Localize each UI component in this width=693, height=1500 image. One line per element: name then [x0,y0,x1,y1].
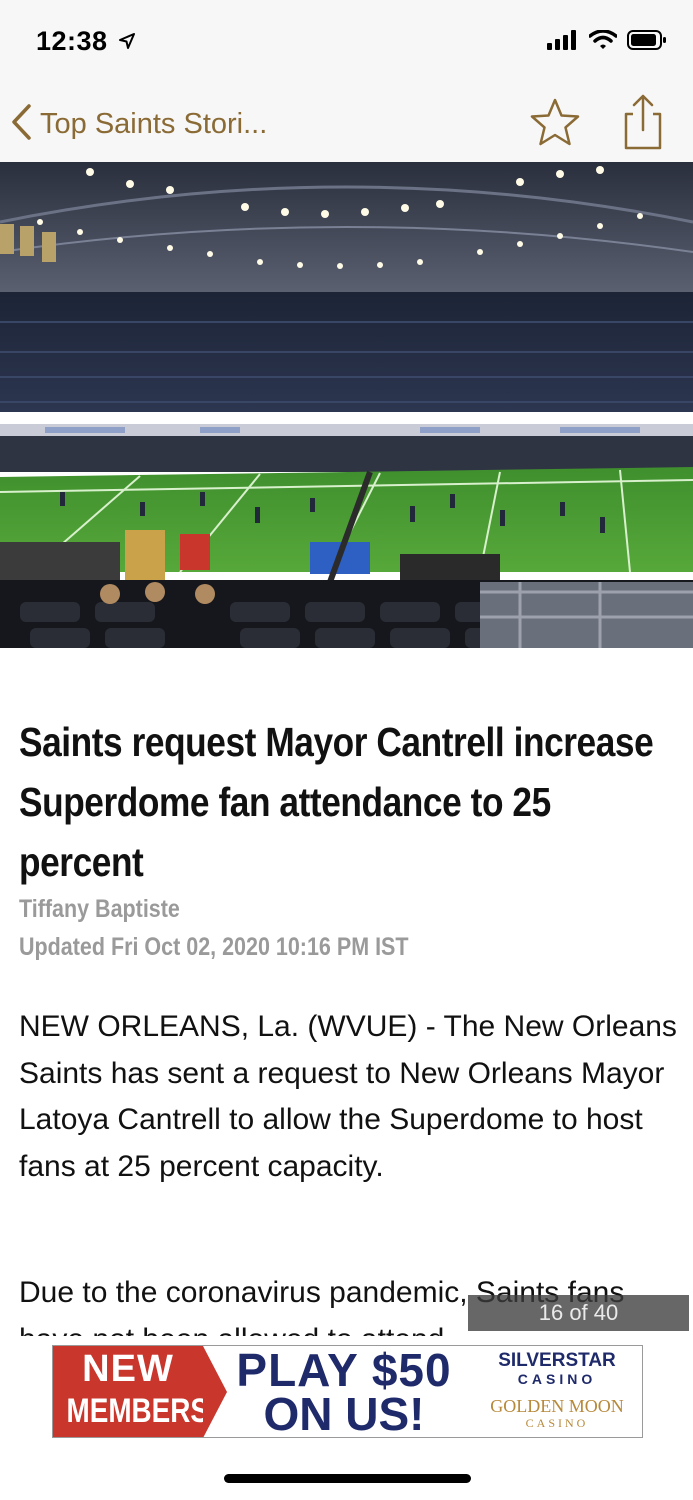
ad-brand-golden-moon-sub: CASINO [525,1416,589,1430]
location-arrow-icon [118,32,136,55]
wifi-icon [588,29,618,55]
article-author[interactable]: Tiffany Baptiste [19,895,180,923]
page-counter: 16 of 40 [468,1295,689,1331]
ad-brand-silverstar: SILVERSTAR [498,1350,616,1371]
ad-headline-line1: PLAY $50 [236,1345,452,1396]
status-icons [547,29,667,55]
back-button[interactable]: Top Saints Stori... [10,98,267,150]
back-button-label: Top Saints Stori... [40,107,268,140]
stadium-photo [0,162,693,648]
article-hero-image[interactable] [0,162,693,648]
status-bar: 12:38 [0,0,693,88]
article-headline: Saints request Mayor Cantrell increase S… [19,719,654,885]
ad-brand-silverstar-sub: CASINO [517,1371,597,1387]
article-updated-timestamp: Updated Fri Oct 02, 2020 10:16 PM IST [19,933,409,961]
ad-members-label: MEMBERS [66,1392,210,1430]
ad-banner[interactable]: NEW MEMBERS PLAY $50 ON US! SILVERSTAR C… [52,1345,643,1438]
ad-new-members-block: NEW MEMBERS [53,1346,210,1437]
ad-arrow-shape [203,1346,227,1437]
share-icon [618,94,668,156]
status-time: 12:38 [36,26,108,56]
chevron-left-icon [10,103,32,146]
star-icon [528,98,582,154]
ad-brand-golden-moon: GOLDEN MOON [490,1396,624,1416]
ad-headline-line2: ON US! [263,1388,425,1438]
share-button[interactable] [618,92,668,152]
battery-icon [627,30,667,55]
ad-new-label: NEW [82,1348,174,1390]
home-indicator[interactable] [224,1474,471,1483]
cellular-signal-icon [547,30,579,55]
favorite-button[interactable] [528,96,582,150]
nav-bar: Top Saints Stori... [0,88,693,162]
article-paragraph: NEW ORLEANS, La. (WVUE) - The New Orlean… [19,1010,677,1183]
